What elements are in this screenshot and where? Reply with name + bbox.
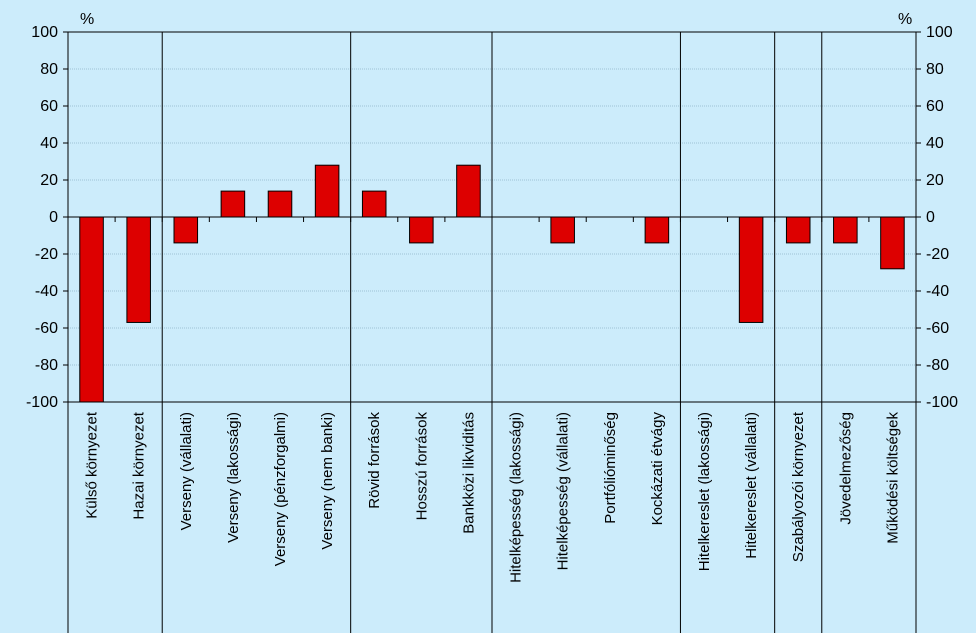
- bar: [456, 164, 481, 218]
- bar: [314, 164, 340, 218]
- y-tick-label-left: -40: [35, 283, 58, 300]
- category-label: Portfólióminőség: [602, 412, 619, 524]
- bar: [738, 216, 764, 323]
- axes: [63, 31, 921, 633]
- bar: [880, 216, 905, 270]
- y-tick-label-left: 40: [40, 135, 58, 152]
- y-tick-label-left: 0: [49, 209, 58, 226]
- bar: [220, 190, 246, 218]
- category-label: Verseny (pénzforgalmi): [272, 412, 289, 566]
- bar: [267, 190, 293, 218]
- category-labels: Külső környezet Hazai környezet Verseny (v…: [84, 411, 902, 583]
- category-label: Hazai környezet: [131, 411, 148, 519]
- category-label: Hitelkereslet (vállalati): [743, 412, 760, 559]
- category-label: Működési költségek: [884, 412, 901, 544]
- y-tick-label-left: 80: [40, 61, 58, 78]
- group-separators: [161, 32, 823, 633]
- category-label: Rövid források: [366, 412, 383, 509]
- y-tick-label-right: 20: [926, 172, 944, 189]
- category-label: Hosszú források: [413, 412, 430, 521]
- y-tick-label-right: -60: [926, 320, 949, 337]
- y-tick-label-right: 80: [926, 61, 944, 78]
- category-label: Kockázati étvágy: [649, 412, 666, 526]
- y-tick-label-right: 0: [926, 209, 935, 226]
- y-tick-label-left: -60: [35, 320, 58, 337]
- bar: [361, 190, 387, 218]
- y-tick-label-right: -40: [926, 283, 949, 300]
- y-tick-labels: 100 100 80 80 60 60 40 40 20 20 0 0 -20 -20 -40 -40 -60 -…: [26, 24, 958, 411]
- bar: [644, 216, 670, 244]
- category-label: Hitelképesség (vállalati): [555, 412, 572, 570]
- category-label: Jövedelmezőség: [837, 412, 854, 525]
- bar: [79, 216, 104, 403]
- y-tick-label-left: 100: [31, 24, 58, 41]
- y-tick-label-left: -100: [26, 394, 58, 411]
- category-label: Verseny (vállalati): [178, 412, 195, 530]
- category-label: Hitelkereslet (lakossági): [696, 412, 713, 571]
- bar: [126, 216, 151, 323]
- y-tick-label-left: 60: [40, 98, 58, 115]
- bar: [785, 216, 811, 244]
- category-label: Bankközi likviditás: [460, 412, 477, 534]
- left-unit-label: %: [80, 11, 94, 28]
- y-tick-label-right: -20: [926, 246, 949, 263]
- y-tick-label-right: 100: [926, 24, 953, 41]
- y-tick-label-right: 60: [926, 98, 944, 115]
- y-tick-label-right: -80: [926, 357, 949, 374]
- y-tick-label-right: -100: [926, 394, 958, 411]
- category-label: Verseny (nem banki): [319, 412, 336, 550]
- category-label: Külső környezet: [84, 411, 101, 519]
- bar: [409, 216, 434, 244]
- y-tick-label-left: -80: [35, 357, 58, 374]
- bar: [550, 216, 575, 244]
- bar: [173, 216, 199, 244]
- category-label: Hitelképesség (lakossági): [508, 412, 525, 583]
- category-label: Szabályozói környezet: [790, 411, 807, 562]
- y-tick-label-right: 40: [926, 135, 944, 152]
- bar: [833, 216, 858, 244]
- y-tick-label-left: 20: [40, 172, 58, 189]
- category-label: Verseny (lakossági): [225, 412, 242, 543]
- right-unit-label: %: [898, 11, 912, 28]
- y-tick-label-left: -20: [35, 246, 58, 263]
